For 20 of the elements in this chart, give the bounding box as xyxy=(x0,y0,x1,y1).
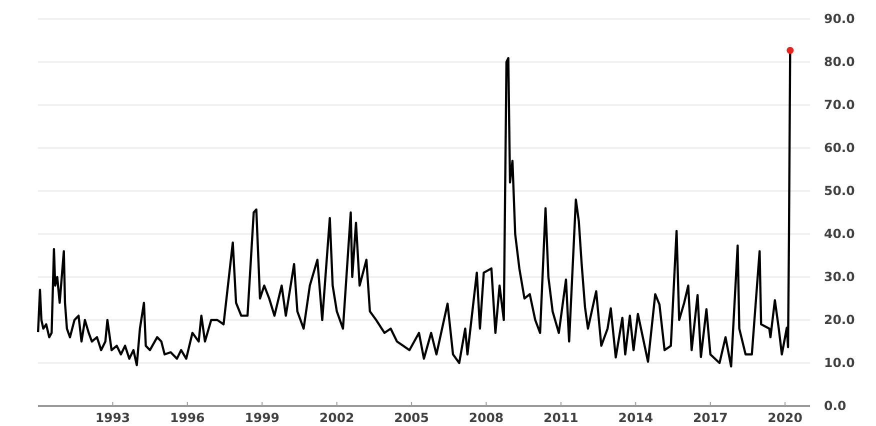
x-tick-label: 2017 xyxy=(692,410,728,425)
y-tick-label: 30.0 xyxy=(824,269,856,284)
x-tick-label: 2011 xyxy=(544,410,578,425)
y-tick-label: 10.0 xyxy=(824,355,856,370)
y-tick-label: 80.0 xyxy=(824,54,856,69)
x-tick-label: 2005 xyxy=(394,410,429,425)
y-tick-label: 20.0 xyxy=(824,312,856,327)
x-tick-label: 2002 xyxy=(319,410,354,425)
x-tick-label: 2020 xyxy=(768,410,803,425)
y-tick-label: 40.0 xyxy=(824,226,856,241)
y-tick-label: 90.0 xyxy=(824,11,856,26)
y-tick-label: 50.0 xyxy=(824,183,856,198)
x-tick-label: 1999 xyxy=(244,410,280,425)
x-tick-label: 2014 xyxy=(618,410,654,425)
y-tick-label: 60.0 xyxy=(824,140,856,155)
y-tick-label: 70.0 xyxy=(824,97,856,112)
x-tick-label: 2008 xyxy=(468,410,504,425)
x-tick-label: 1993 xyxy=(95,410,130,425)
y-tick-label: 0.0 xyxy=(824,398,846,413)
x-tick-label: 1996 xyxy=(170,410,206,425)
